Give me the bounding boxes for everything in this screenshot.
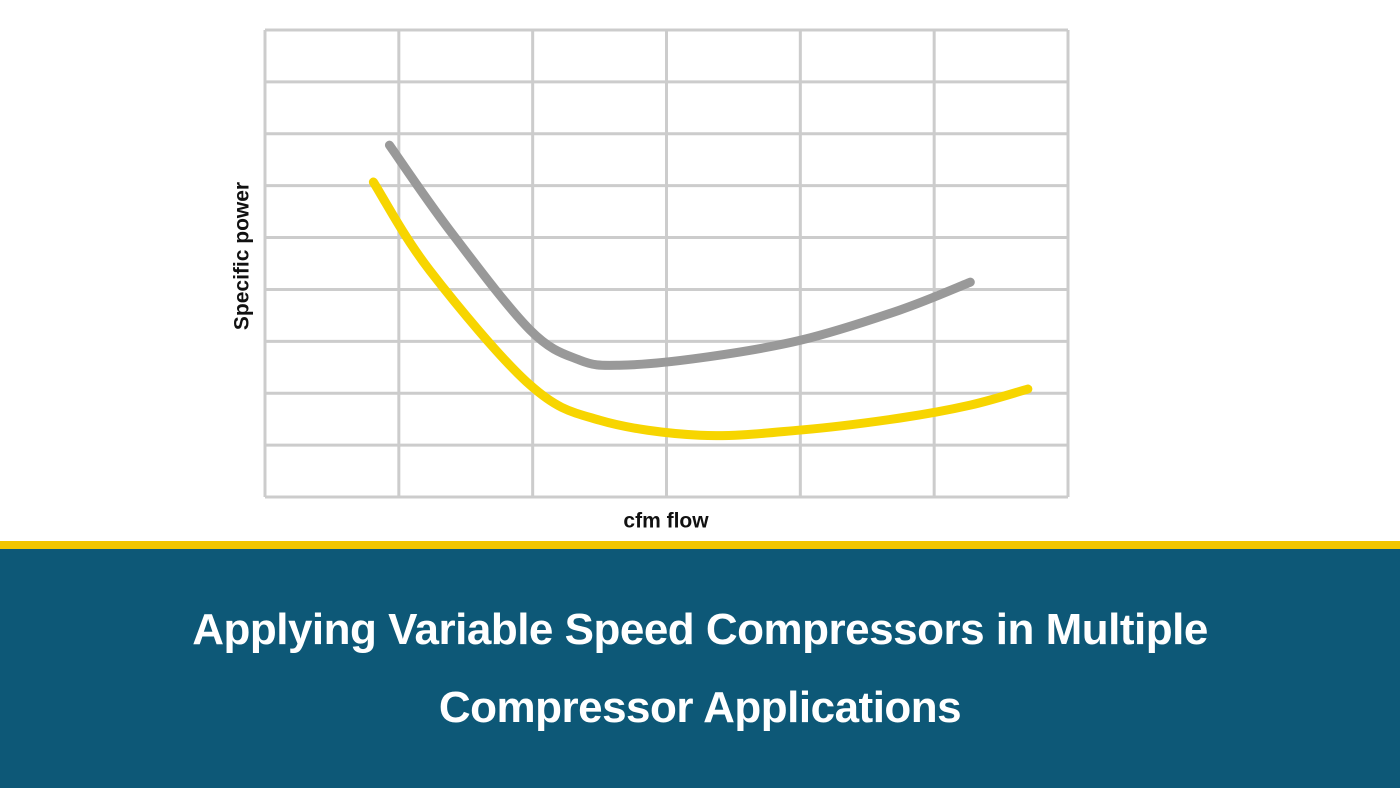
chart: cfm flow Specific power xyxy=(231,28,1070,533)
line-series xyxy=(368,177,1033,441)
banner: Applying Variable Speed Compressors in M… xyxy=(0,549,1400,788)
x-axis-label: cfm flow xyxy=(623,510,709,533)
y-axis-label: Specific power xyxy=(231,182,254,330)
line-series xyxy=(384,140,975,370)
accent-stripe xyxy=(0,541,1400,549)
banner-title: Applying Variable Speed Compressors in M… xyxy=(192,604,1208,732)
